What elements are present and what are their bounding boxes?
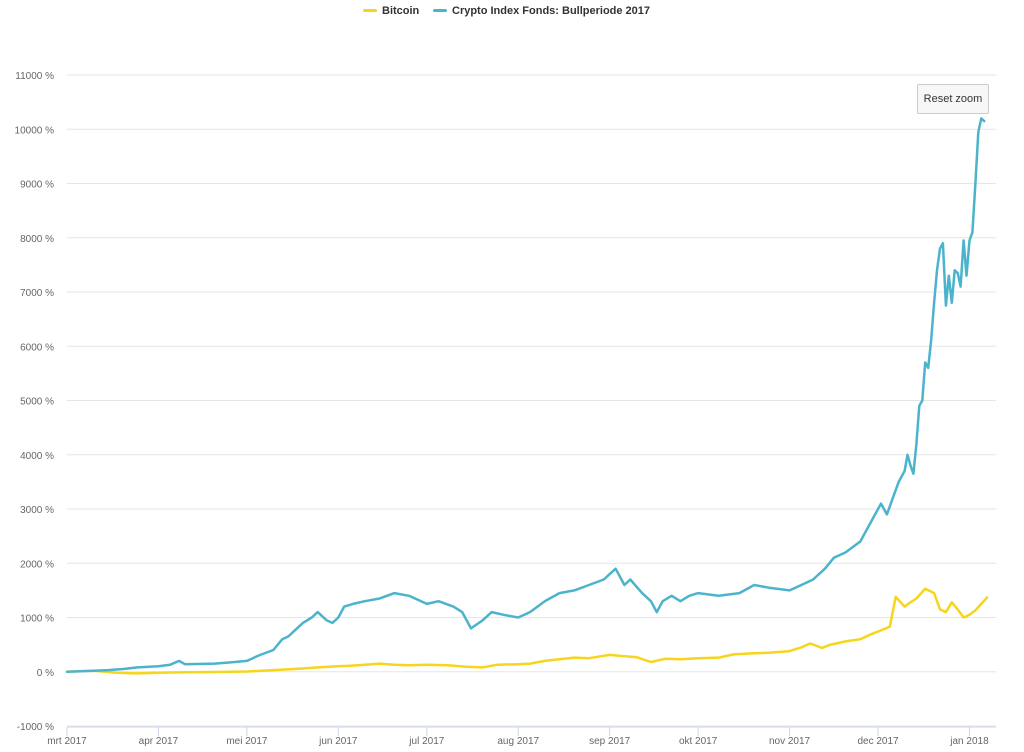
legend-swatch[interactable] <box>363 9 377 12</box>
x-tick-label: dec 2017 <box>857 736 899 747</box>
legend-item-label[interactable]: Bitcoin <box>382 5 420 17</box>
y-tick-label: 8000 % <box>20 234 54 245</box>
x-tick-label: apr 2017 <box>139 736 179 747</box>
x-tick-label: aug 2017 <box>497 736 539 747</box>
x-tick-label: okt 2017 <box>679 736 718 747</box>
y-tick-label: 9000 % <box>20 180 54 191</box>
y-tick-label: 11000 % <box>15 71 54 82</box>
grid-lines <box>67 74 996 727</box>
series-lines <box>65 117 989 675</box>
x-tick-label: sep 2017 <box>589 736 631 747</box>
x-tick-label: jun 2017 <box>318 736 358 747</box>
reset-zoom-button[interactable]: Reset zoom <box>917 84 989 114</box>
x-tick-label: jan 2018 <box>949 736 989 747</box>
y-tick-label: 5000 % <box>20 397 54 408</box>
y-tick-label: 2000 % <box>20 559 54 570</box>
y-tick-label: 7000 % <box>20 288 54 299</box>
legend-item-label[interactable]: Crypto Index Fonds: Bullperiode 2017 <box>452 5 650 17</box>
legend: Bitcoin Crypto Index Fonds: Bullperiode 2… <box>363 5 650 17</box>
x-axis: mrt 2017 apr 2017 mei 2017 jun 2017 jul 2017… <box>47 726 996 747</box>
y-axis: -1000 % 0 % 1000 % 2000 % 3000 % 4000 % 5000 %… <box>15 71 55 733</box>
y-tick-label: 10000 % <box>15 125 55 136</box>
y-tick-label: 0 % <box>37 668 54 679</box>
series-line-bitcoin[interactable] <box>65 587 989 675</box>
y-tick-label: -1000 % <box>17 722 54 733</box>
x-tick-label: nov 2017 <box>769 736 811 747</box>
y-tick-label: 1000 % <box>20 614 54 625</box>
y-tick-label: 4000 % <box>20 451 54 462</box>
series-line-crypto-index-fonds[interactable] <box>65 117 986 674</box>
y-tick-label: 3000 % <box>20 505 54 516</box>
y-tick-label: 6000 % <box>20 342 54 353</box>
x-tick-label: jul 2017 <box>408 736 444 747</box>
x-tick-label: mei 2017 <box>226 736 268 747</box>
legend-swatch[interactable] <box>433 9 447 12</box>
x-tick-label: mrt 2017 <box>47 736 87 747</box>
